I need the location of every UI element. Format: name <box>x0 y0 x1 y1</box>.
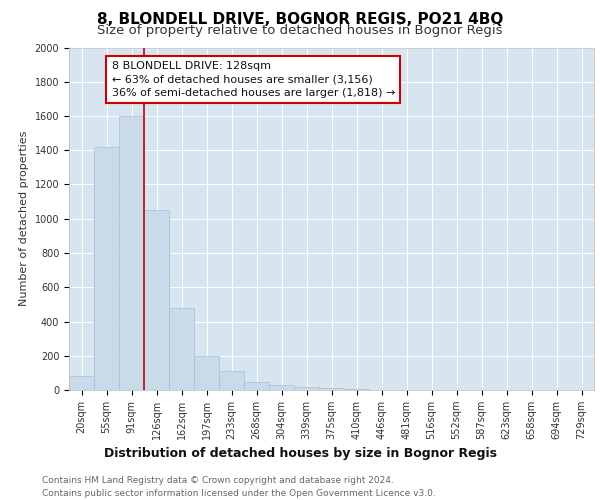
Bar <box>319 388 344 390</box>
Text: Contains HM Land Registry data © Crown copyright and database right 2024.: Contains HM Land Registry data © Crown c… <box>42 476 394 485</box>
Text: 8 BLONDELL DRIVE: 128sqm
← 63% of detached houses are smaller (3,156)
36% of sem: 8 BLONDELL DRIVE: 128sqm ← 63% of detach… <box>112 61 395 98</box>
Bar <box>294 388 319 390</box>
Bar <box>119 116 144 390</box>
Text: Contains public sector information licensed under the Open Government Licence v3: Contains public sector information licen… <box>42 489 436 498</box>
Y-axis label: Number of detached properties: Number of detached properties <box>19 131 29 306</box>
Bar <box>344 389 369 390</box>
Bar <box>69 376 94 390</box>
Text: Distribution of detached houses by size in Bognor Regis: Distribution of detached houses by size … <box>104 448 497 460</box>
Bar <box>144 210 169 390</box>
Text: Size of property relative to detached houses in Bognor Regis: Size of property relative to detached ho… <box>97 24 503 37</box>
Bar <box>169 308 194 390</box>
Bar <box>269 385 294 390</box>
Bar <box>244 382 269 390</box>
Bar <box>194 356 219 390</box>
Bar <box>94 147 119 390</box>
Text: 8, BLONDELL DRIVE, BOGNOR REGIS, PO21 4BQ: 8, BLONDELL DRIVE, BOGNOR REGIS, PO21 4B… <box>97 12 503 28</box>
Bar <box>219 371 244 390</box>
